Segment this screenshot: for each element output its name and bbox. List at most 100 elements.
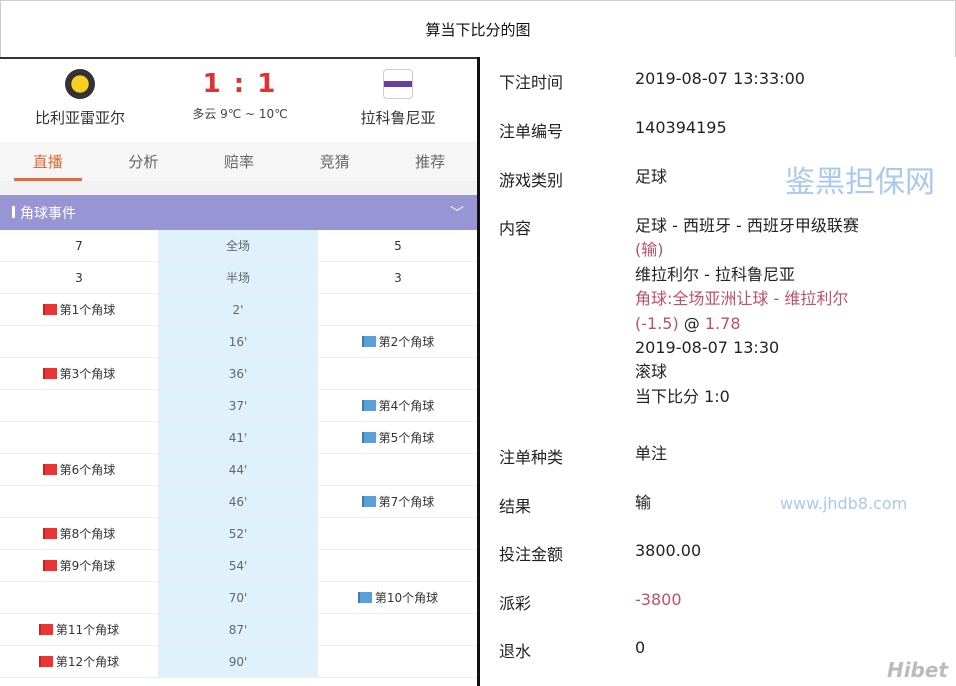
corner-row: 37' 第4个角球 (0, 390, 478, 422)
corner-row: 第8个角球 52' (0, 518, 478, 550)
away-team[interactable]: 拉科鲁尼亚 (318, 69, 478, 128)
home-team-name: 比利亚雷亚尔 (34, 109, 125, 127)
minute: 36' (158, 358, 318, 389)
tab-live[interactable]: 直播 (0, 142, 96, 181)
home-value: 7 (75, 238, 83, 253)
watermark-url: www.jhdb8.com (780, 494, 908, 513)
corner-row: 46' 第7个角球 (0, 486, 478, 518)
home-event (0, 422, 158, 453)
corner-row: 第11个角球 87' (0, 614, 478, 646)
away-event: 第10个角球 (318, 582, 478, 613)
score-block: 1 : 1 多云 9℃ ~ 10℃ (160, 69, 320, 122)
flag-icon (42, 528, 57, 539)
stake-value: 3800.00 (635, 541, 702, 560)
tab-analysis[interactable]: 分析 (128, 153, 159, 171)
minute: 2' (158, 294, 318, 325)
away-event (318, 518, 478, 549)
corner-row: 第1个角球 2' (0, 294, 478, 326)
page-title: 算当下比分的图 (0, 0, 956, 57)
corner-label: 第1个角球 (59, 303, 116, 317)
weather: 多云 9℃ ~ 10℃ (192, 107, 288, 121)
tab-recommend[interactable]: 推荐 (415, 153, 446, 171)
tab-guess[interactable]: 竞猜 (319, 153, 350, 171)
corner-label: 第2个角球 (378, 335, 435, 349)
flag-icon (361, 336, 376, 347)
current-score: 当下比分 1:0 (635, 386, 730, 406)
corner-row: 16' 第2个角球 (0, 326, 478, 358)
id-label: 注单编号 (499, 122, 564, 141)
match-header: 比利亚雷亚尔 1 : 1 多云 9℃ ~ 10℃ 拉科鲁尼亚 (0, 59, 478, 142)
flag-icon (42, 304, 57, 315)
away-event: 第2个角球 (318, 326, 478, 357)
game-value: 足球 (635, 167, 668, 186)
bet-details: 下注时间 2019-08-07 13:33:00 注单编号 140394195 … (480, 57, 956, 686)
section-title: 角球事件 (20, 205, 76, 222)
corner-row: 第3个角球 36' (0, 358, 478, 390)
home-event (0, 486, 158, 517)
flag-icon (361, 400, 376, 411)
corner-row: 70' 第10个角球 (0, 582, 478, 614)
chevron-down-icon[interactable]: ﹀ (450, 205, 464, 222)
content-value: 足球 - 西班牙 - 西班牙甲级联赛 (输) 维拉利尔 - 拉科鲁尼亚 角球:全… (635, 214, 945, 409)
away-event: 第7个角球 (318, 486, 478, 517)
home-event: 第1个角球 (0, 294, 158, 325)
type-label: 注单种类 (499, 448, 564, 467)
stat-label: 半场 (158, 262, 318, 293)
minute: 70' (158, 582, 318, 613)
corner-row: 41' 第5个角球 (0, 422, 478, 454)
teams: 维拉利尔 - 拉科鲁尼亚 (635, 264, 795, 284)
at-sign: @ (678, 313, 705, 333)
corner-label: 第9个角球 (59, 559, 116, 573)
flag-icon (38, 624, 53, 635)
away-event (318, 454, 478, 485)
corner-section-header[interactable]: 角球事件 ﹀ (0, 195, 478, 230)
odds: 1.78 (704, 313, 741, 333)
corner-label: 第4个角球 (378, 399, 435, 413)
away-event (318, 294, 478, 325)
result-tag: (输) (635, 240, 664, 260)
home-event: 第9个角球 (0, 550, 158, 581)
corner-label: 第11个角球 (55, 623, 120, 637)
corner-row: 第6个角球 44' (0, 454, 478, 486)
flag-icon (361, 496, 376, 507)
flag-icon (42, 560, 57, 571)
league: 足球 - 西班牙 - 西班牙甲级联赛 (635, 216, 859, 235)
away-team-name: 拉科鲁尼亚 (360, 109, 436, 127)
divider (477, 57, 480, 686)
minute: 54' (158, 550, 318, 581)
minute: 44' (158, 454, 318, 485)
rebate-value: 0 (635, 638, 646, 657)
home-team[interactable]: 比利亚雷亚尔 (0, 69, 160, 128)
stat-label: 全场 (158, 230, 318, 261)
home-event (0, 390, 158, 421)
stat-row: 7 全场 5 (0, 230, 478, 262)
match-panel: 比利亚雷亚尔 1 : 1 多云 9℃ ~ 10℃ 拉科鲁尼亚 直播 分析 赔率 … (0, 57, 478, 686)
flag-icon (38, 656, 53, 667)
flag-icon (361, 432, 376, 443)
away-event: 第5个角球 (318, 422, 478, 453)
minute: 52' (158, 518, 318, 549)
corner-watermark: Hibet (886, 658, 948, 682)
home-event: 第11个角球 (0, 614, 158, 645)
corner-row: 第12个角球 90' (0, 646, 478, 678)
corner-label: 第10个角球 (374, 591, 439, 605)
corner-label: 第12个角球 (55, 655, 120, 669)
flag-icon (42, 464, 57, 475)
flag-icon (357, 592, 372, 603)
type-value: 单注 (635, 444, 668, 463)
home-event: 第12个角球 (0, 646, 158, 677)
tab-odds[interactable]: 赔率 (223, 153, 254, 171)
rebate-label: 退水 (499, 642, 532, 661)
stake-label: 投注金额 (499, 545, 564, 564)
game-label: 游戏类别 (499, 171, 564, 190)
time-value: 2019-08-07 13:33:00 (635, 69, 805, 88)
away-logo-icon (383, 69, 413, 99)
corner-label: 第6个角球 (59, 463, 116, 477)
home-event: 第8个角球 (0, 518, 158, 549)
watermark: 鉴黑担保网 (785, 165, 935, 200)
minute: 46' (158, 486, 318, 517)
corner-row: 第9个角球 54' (0, 550, 478, 582)
away-value: 5 (394, 238, 402, 253)
kickoff: 2019-08-07 13:30 (635, 338, 780, 358)
spacer (0, 182, 478, 195)
